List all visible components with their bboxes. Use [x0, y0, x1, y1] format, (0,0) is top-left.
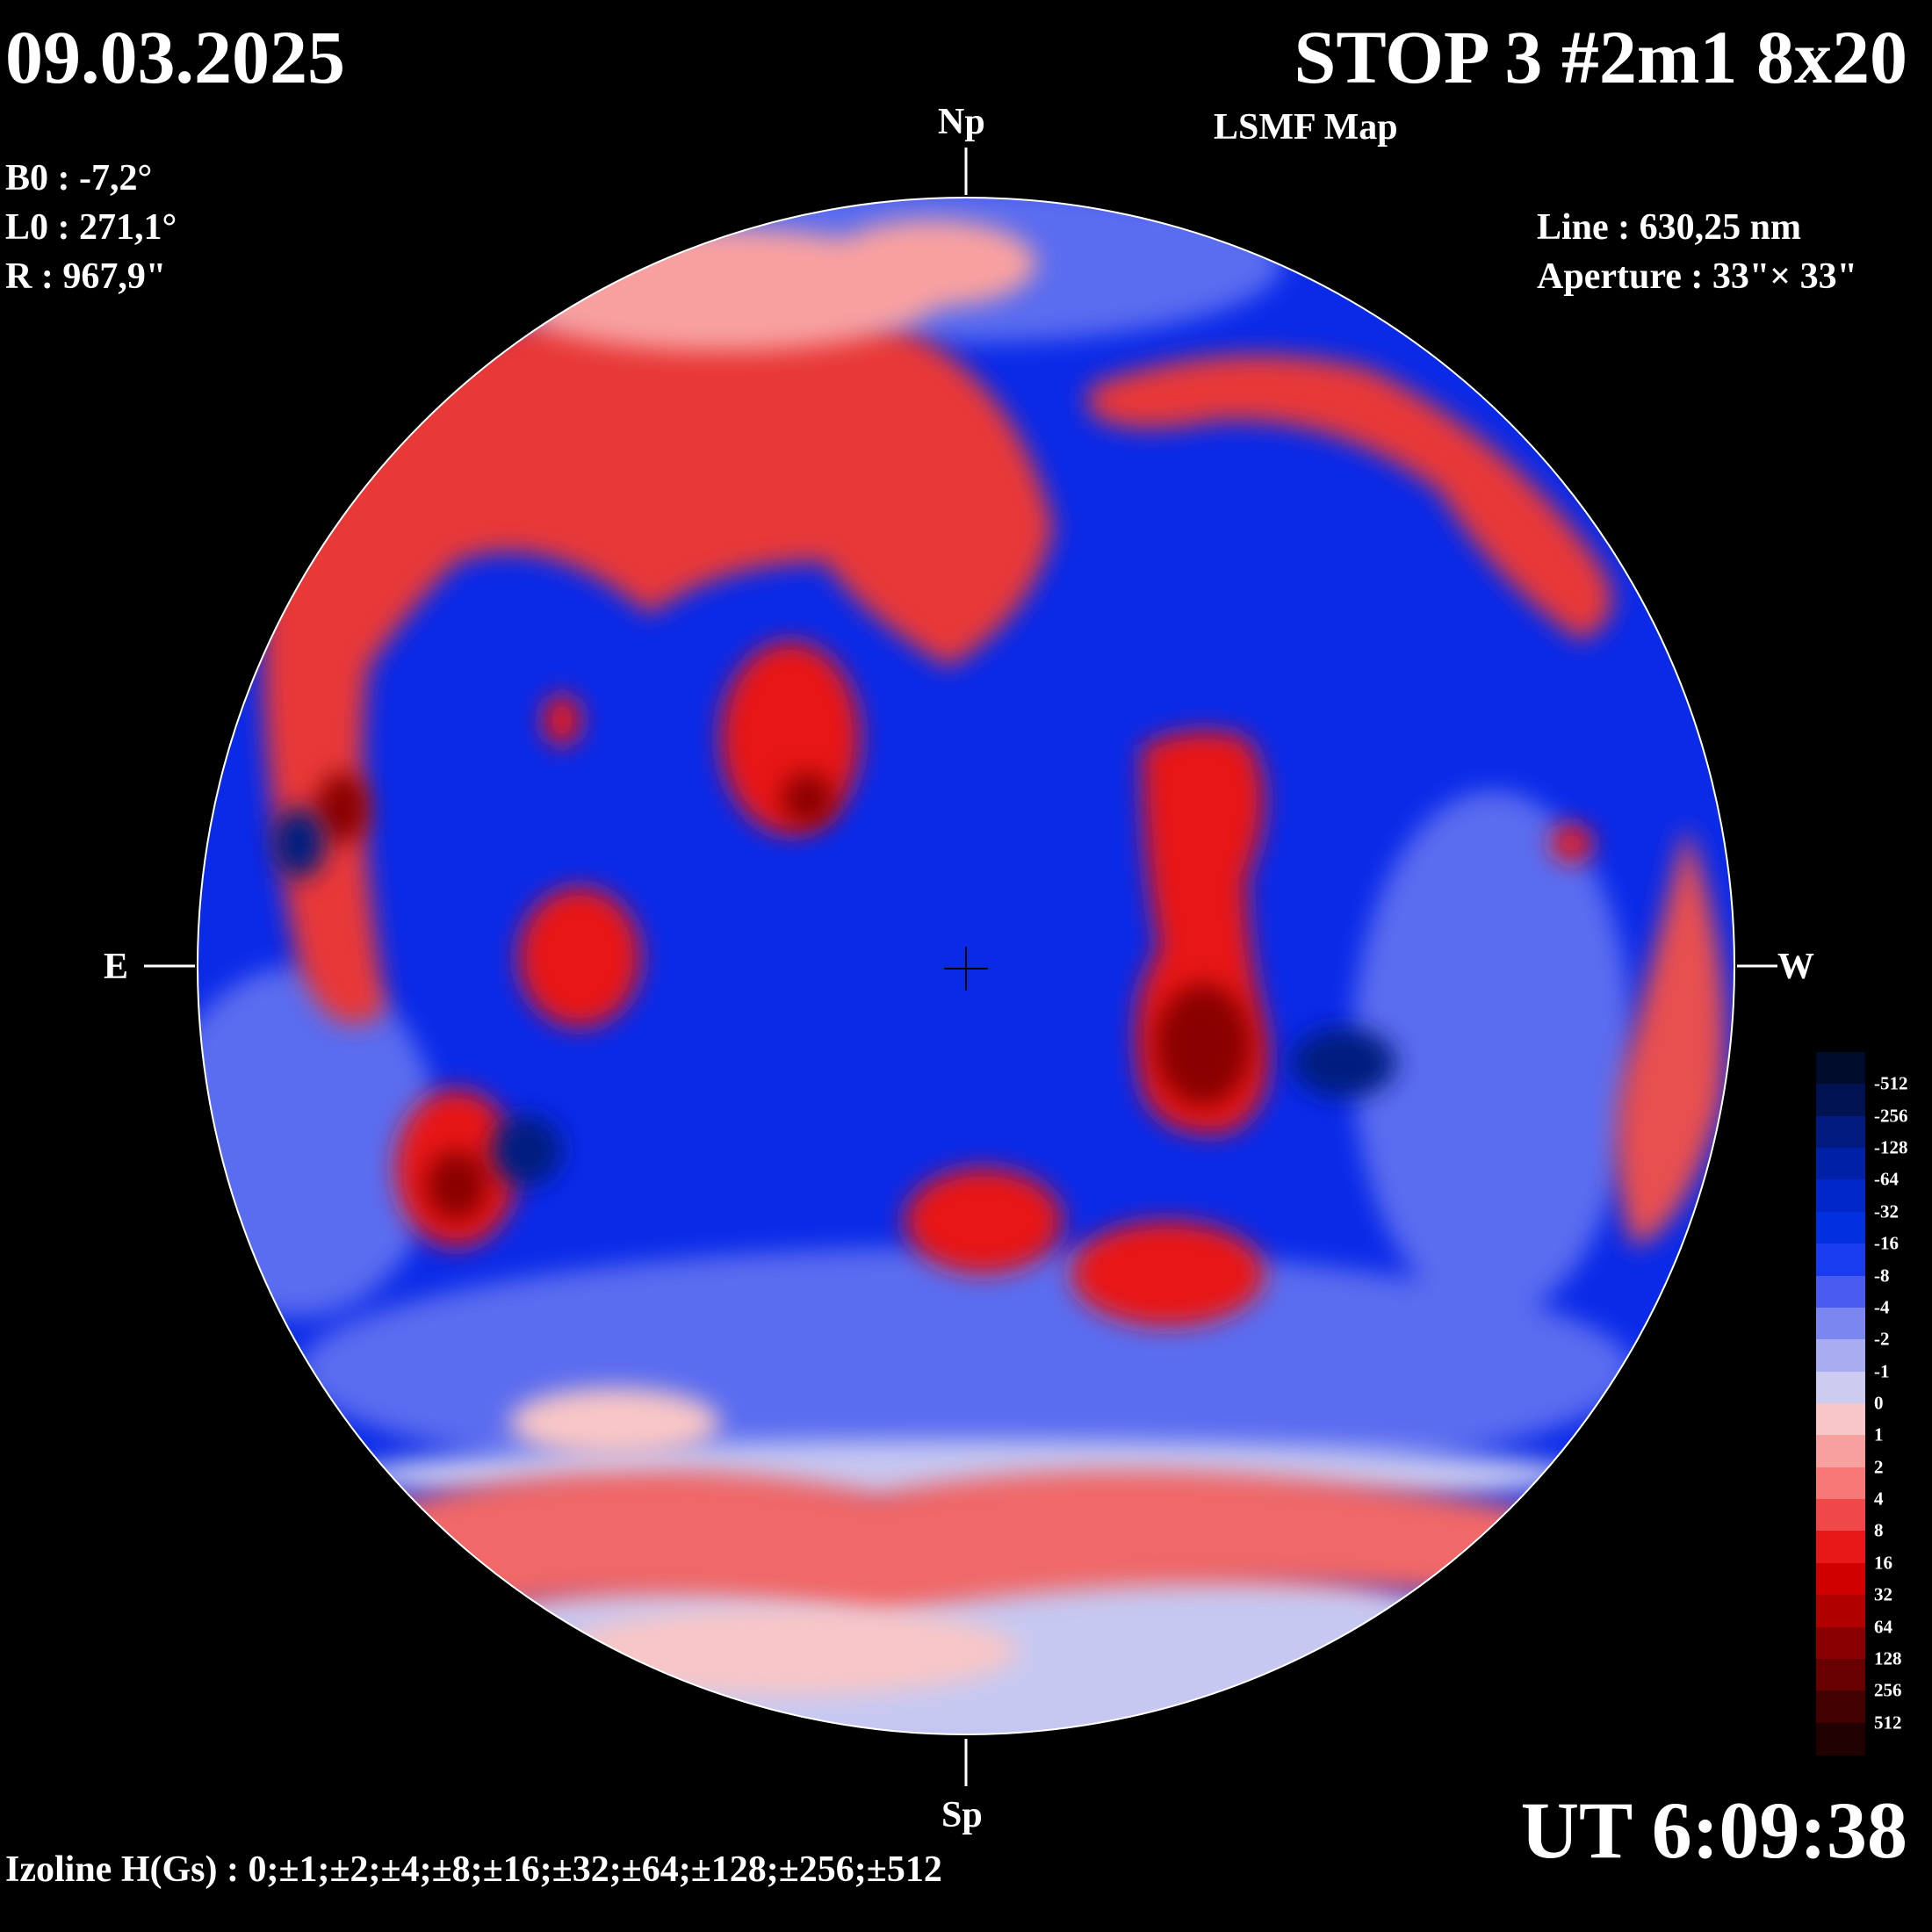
map-title: STOP 3 #2m1 8x20 [1294, 15, 1907, 99]
radius-parameter: R : 967,9" [5, 256, 167, 297]
colorbar-segment [1816, 1084, 1865, 1117]
colorbar-segment [1816, 1307, 1865, 1341]
colorbar-segment [1816, 1626, 1865, 1660]
colorbar-label: 64 [1874, 1616, 1892, 1638]
colorbar-label: -32 [1874, 1200, 1899, 1222]
observation-time: UT 6:09:38 [1520, 1785, 1907, 1875]
colorbar-segment [1816, 1403, 1865, 1437]
colorbar-label: -512 [1874, 1072, 1908, 1094]
colorbar-segment [1816, 1244, 1865, 1277]
colorbar-label: 4 [1874, 1488, 1884, 1510]
colorbar-segment [1816, 1148, 1865, 1181]
aperture-size: Aperture : 33"× 33" [1537, 256, 1857, 297]
colorbar-label: -64 [1874, 1168, 1899, 1190]
colorbar-label: -128 [1874, 1136, 1908, 1158]
colorbar-label: 512 [1874, 1712, 1902, 1734]
colorbar-segment [1816, 1595, 1865, 1628]
colorbar-segment [1816, 1179, 1865, 1213]
colorbar-label: -2 [1874, 1328, 1890, 1350]
disk-outline [197, 197, 1735, 1735]
northwest-positive-arc [1089, 355, 1612, 641]
colorbar-label: 0 [1874, 1392, 1884, 1414]
map-subtitle: LSMF Map [1214, 107, 1398, 148]
colorbar-segment [1816, 1115, 1865, 1150]
colorbar-segment [1816, 1371, 1865, 1404]
colorbar-segment [1816, 1531, 1865, 1564]
strong-positive-cores [316, 773, 1251, 1221]
colorbar-segment [1816, 1435, 1865, 1468]
b0-parameter: B0 : -7,2° [5, 158, 153, 198]
colorbar-label: -4 [1874, 1296, 1890, 1318]
colorbar-segment [1816, 1339, 1865, 1373]
colorbar-segment [1816, 1499, 1865, 1532]
colorbar-label: 256 [1874, 1679, 1902, 1701]
colorbar-segment [1816, 1562, 1865, 1597]
strong-negative-cores [272, 808, 1396, 1186]
colorbar-label: -256 [1874, 1105, 1908, 1127]
colorbar-label: -1 [1874, 1360, 1890, 1382]
colorbar-label: 8 [1874, 1519, 1884, 1541]
isoline-levels: Izoline H(Gs) : 0;±1;±2;±4;±8;±16;±32;±6… [5, 1849, 942, 1890]
south-weak-positive [509, 1388, 1019, 1695]
colorbar-label: 16 [1874, 1552, 1892, 1574]
colorbar-label: 1 [1874, 1424, 1884, 1445]
south-positive-band [369, 1470, 1537, 1625]
west-limb-positive [1616, 825, 1726, 1247]
northeast-positive-region [263, 293, 1054, 1025]
colorbar-label: -16 [1874, 1232, 1899, 1254]
l0-parameter: L0 : 271,1° [5, 207, 177, 248]
observation-date: 09.03.2025 [5, 15, 345, 99]
colorbar-segment [1816, 1658, 1865, 1692]
colorbar-segment [1816, 1690, 1865, 1724]
colorbar-label: -8 [1874, 1265, 1890, 1287]
colorbar-segment [1816, 1275, 1865, 1308]
west-label: W [1777, 947, 1814, 987]
colorbar-segment [1816, 1211, 1865, 1245]
colorbar [1816, 1052, 1865, 1755]
colorbar-segment [1816, 1052, 1865, 1085]
colorbar-segment [1816, 1722, 1865, 1755]
north-pole-label: Np [938, 102, 985, 142]
east-label: E [104, 947, 129, 987]
colorbar-label: 2 [1874, 1456, 1884, 1478]
spectral-line: Line : 630,25 nm [1537, 207, 1802, 248]
south-pole-label: Sp [941, 1795, 983, 1835]
colorbar-segment [1816, 1467, 1865, 1501]
colorbar-label: 32 [1874, 1583, 1892, 1605]
colorbar-label: 128 [1874, 1647, 1902, 1669]
